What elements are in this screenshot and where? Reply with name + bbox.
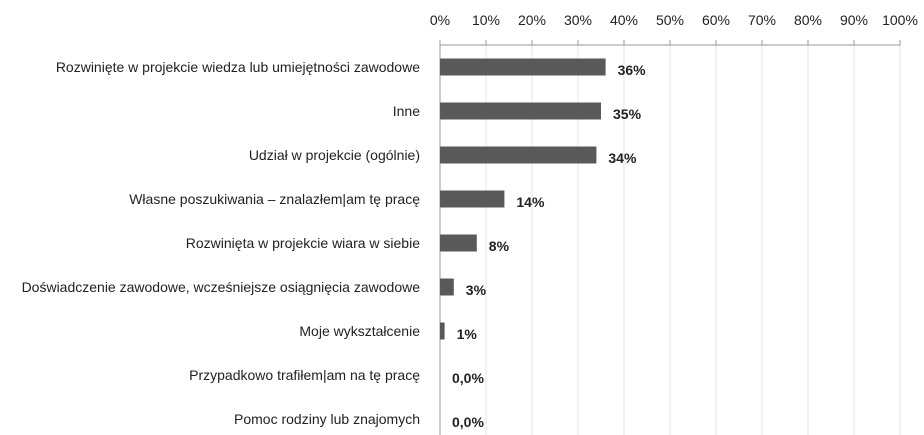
x-tick-label: 20% bbox=[517, 12, 547, 28]
category-label: Doświadczenie zawodowe, wcześniejsze osi… bbox=[21, 278, 420, 295]
x-tick-label: 70% bbox=[747, 12, 777, 28]
category-label: Rozwinięta w projekcie wiara w siebie bbox=[185, 234, 420, 251]
x-tick-label: 40% bbox=[609, 12, 639, 28]
value-label: 8% bbox=[488, 237, 510, 254]
category-label: Inne bbox=[392, 102, 420, 119]
x-tick-label: 100% bbox=[882, 12, 918, 28]
bar bbox=[440, 146, 597, 164]
value-label: 14% bbox=[516, 193, 545, 210]
category-label: Udział w projekcie (ogólnie) bbox=[248, 146, 420, 163]
category-label: Własne poszukiwania – znalazłem|am tę pr… bbox=[129, 190, 420, 207]
bar bbox=[440, 58, 606, 76]
bar bbox=[440, 322, 445, 340]
value-label: 34% bbox=[608, 149, 637, 166]
x-tick-label: 50% bbox=[655, 12, 685, 28]
x-tick-label: 90% bbox=[839, 12, 869, 28]
value-label: 35% bbox=[613, 105, 642, 122]
value-label: 1% bbox=[456, 325, 477, 342]
category-label: Moje wykształcenie bbox=[299, 322, 420, 339]
x-tick-label: 80% bbox=[793, 12, 823, 28]
value-label: 36% bbox=[617, 61, 646, 78]
x-tick-label: 30% bbox=[563, 12, 593, 28]
category-label: Pomoc rodziny lub znajomych bbox=[234, 410, 420, 427]
x-tick-label: 10% bbox=[471, 12, 501, 28]
category-label: Przypadkowo trafiłem|am na tę pracę bbox=[189, 366, 420, 383]
value-label: 3% bbox=[465, 281, 487, 298]
bar bbox=[440, 190, 505, 208]
category-label: Rozwinięte w projekcie wiedza lub umieję… bbox=[55, 58, 420, 75]
x-tick-label: 0% bbox=[429, 12, 451, 28]
value-label: 0,0% bbox=[452, 413, 484, 430]
bar bbox=[440, 234, 477, 252]
x-tick-label: 60% bbox=[701, 12, 731, 28]
bar bbox=[440, 278, 454, 296]
value-label: 0,0% bbox=[452, 369, 484, 386]
bar bbox=[440, 102, 601, 120]
